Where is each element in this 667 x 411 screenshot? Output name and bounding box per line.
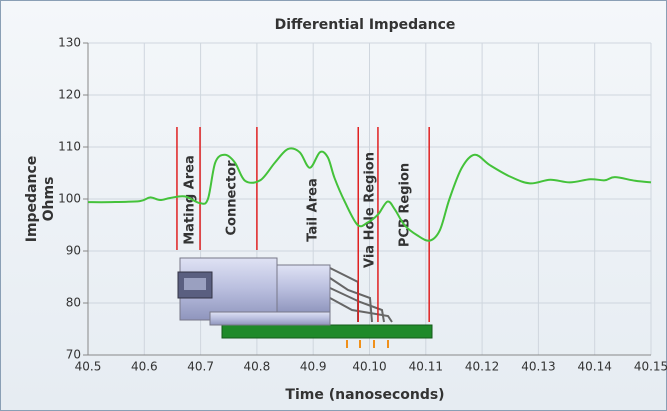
x-tick-label: 40.8 [244,360,271,374]
region-label: Tail Area [306,178,321,241]
chart: Differential Impedance Time (nanoseconds… [0,0,667,411]
y-tick-label: 90 [66,244,81,258]
frame [1,1,667,411]
x-tick-label: 40.12 [465,360,499,374]
x-tick-label: 40.7 [187,360,214,374]
x-tick-label: 40.5 [75,360,102,374]
x-tick-label: 40.10 [352,360,386,374]
chart-title: Differential Impedance [275,17,456,33]
y-tick-label: 120 [58,88,81,102]
region-label: Connector [225,160,240,236]
x-tick-label: 40.14 [578,360,612,374]
y-axis-title: Impedance [24,156,40,243]
region-label: Mating Area [183,155,198,245]
x-tick-label: 40.6 [131,360,158,374]
y-tick-label: 80 [66,296,81,310]
x-tick-label: 40.13 [521,360,555,374]
x-tick-label: 40.11 [409,360,443,374]
y-tick-label: 130 [58,36,81,50]
y-axis-title: Ohms [41,177,57,222]
region-label: Via Hole Region [363,152,378,268]
y-tick-label: 100 [58,192,81,206]
x-axis-title: Time (nanoseconds) [285,387,444,403]
region-label: PCB Region [398,163,413,247]
y-tick-label: 110 [58,140,81,154]
x-tick-label: 40.9 [300,360,327,374]
x-tick-label: 40.15 [634,360,667,374]
